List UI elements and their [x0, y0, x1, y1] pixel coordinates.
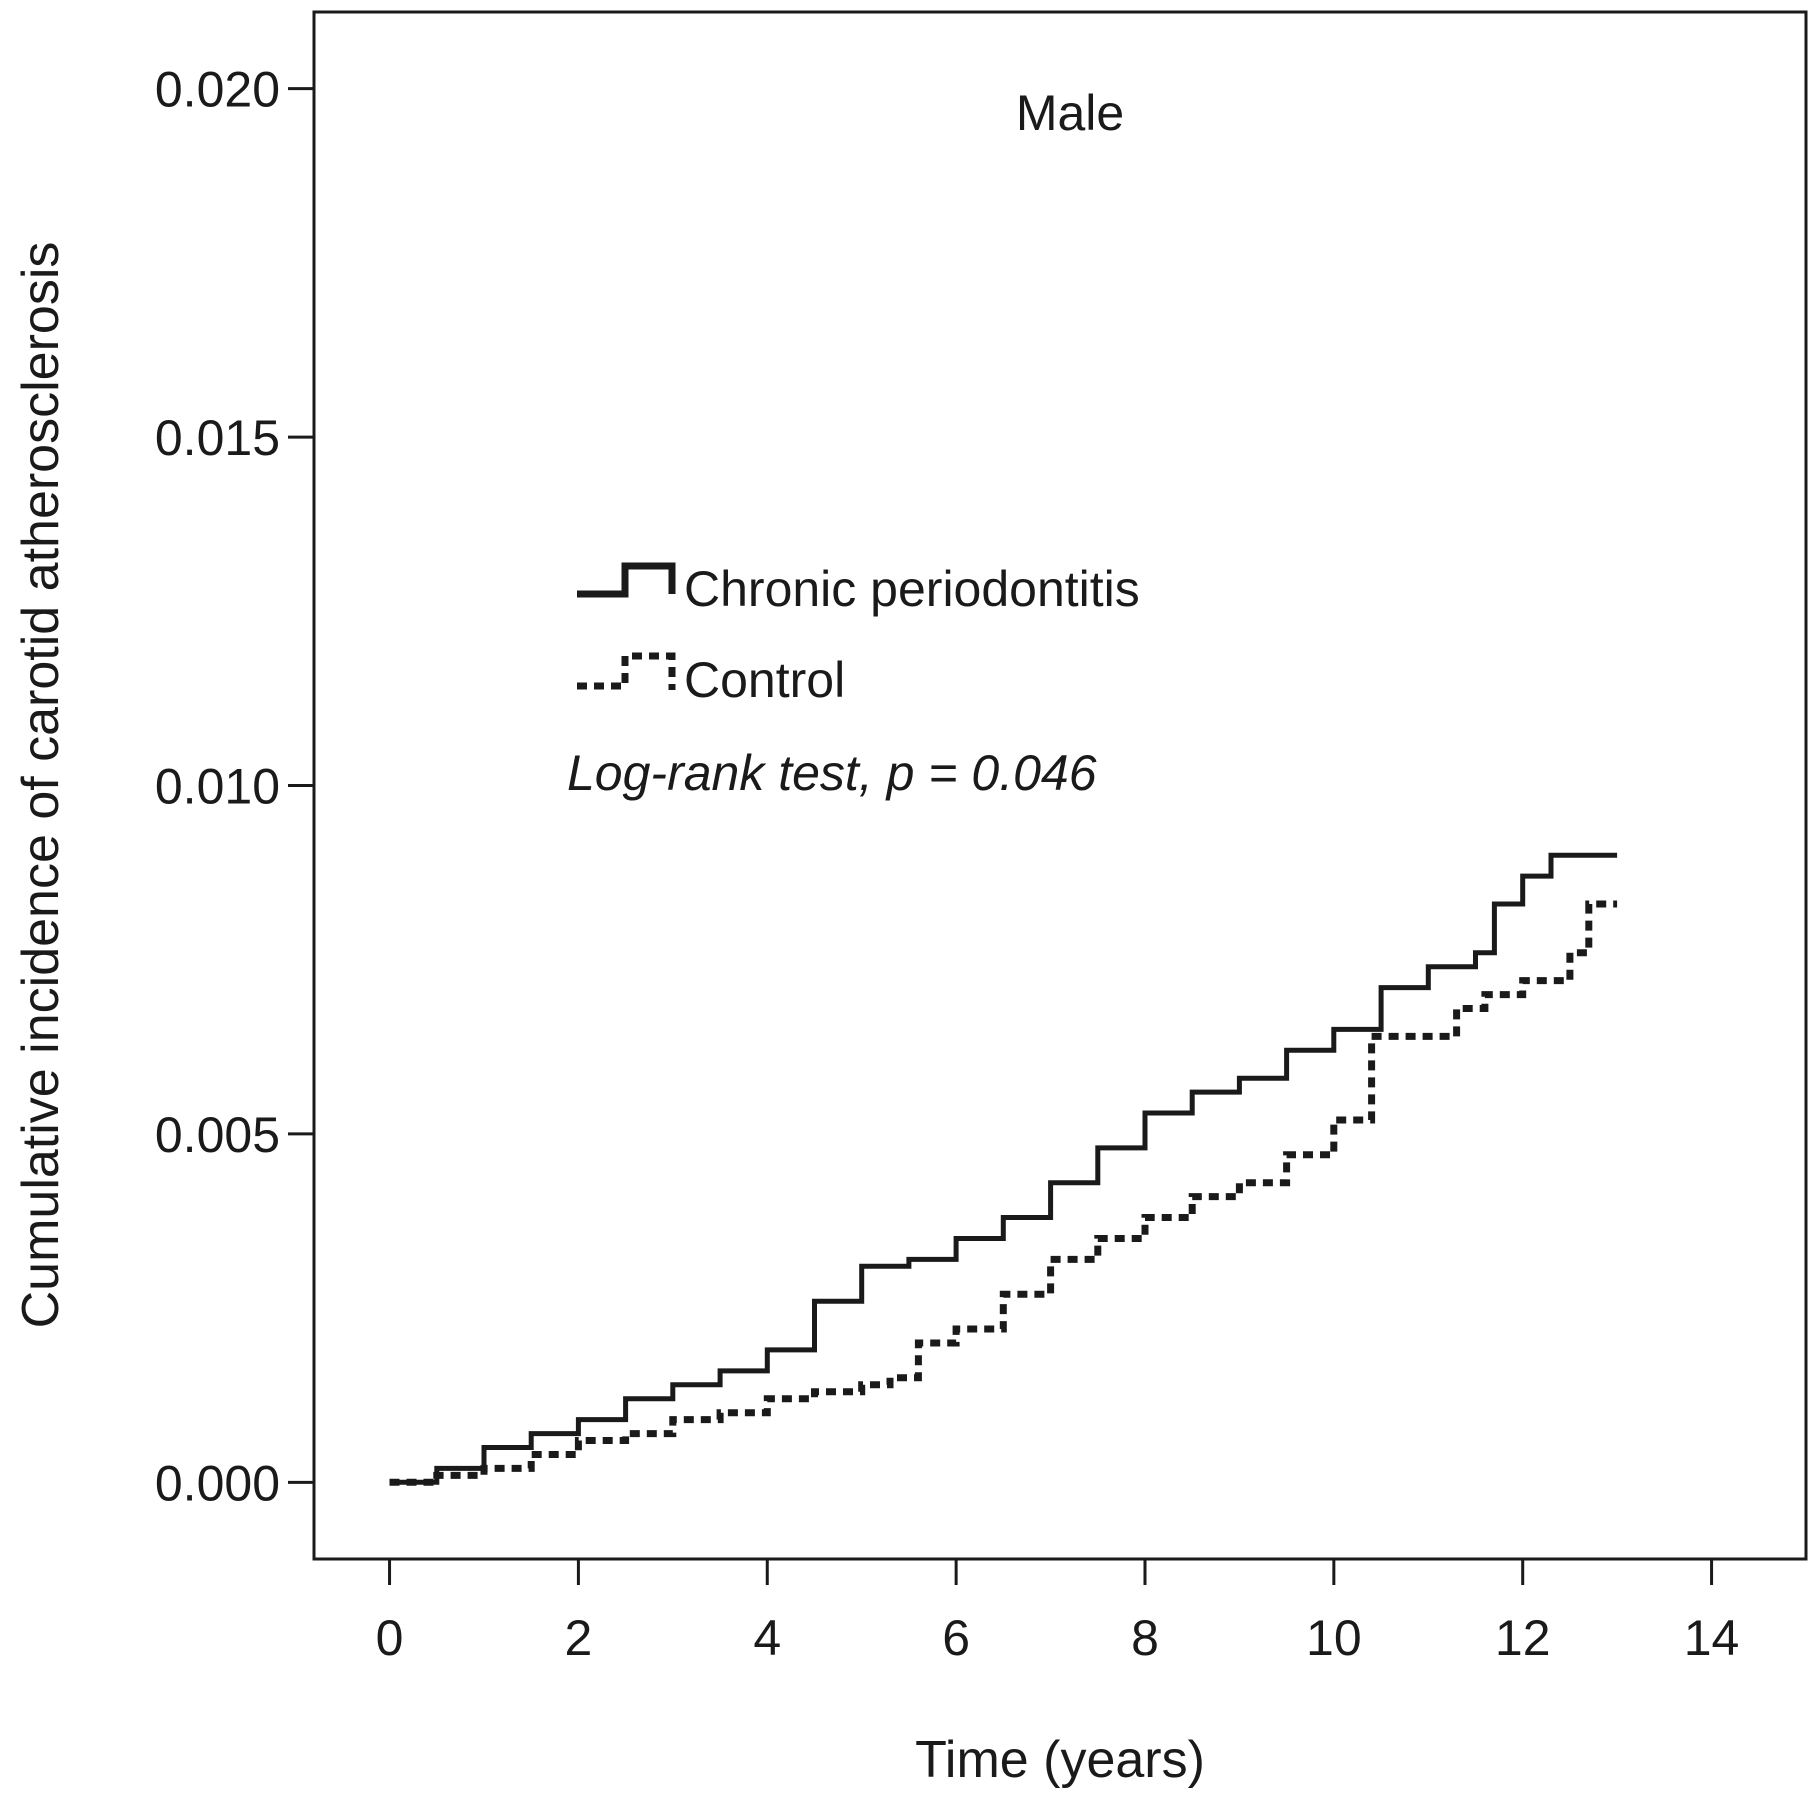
x-tick-label: 0 — [376, 1610, 404, 1666]
x-tick-label: 12 — [1495, 1610, 1551, 1666]
x-tick-label: 14 — [1684, 1610, 1740, 1666]
x-axis: 0 2 4 6 8 10 12 14 — [376, 1559, 1740, 1666]
x-tick-label: 10 — [1306, 1610, 1362, 1666]
y-tick-label: 0.020 — [155, 62, 280, 118]
y-tick-label: 0.000 — [155, 1455, 280, 1511]
legend-swatch-control — [577, 652, 676, 690]
y-tick-label: 0.005 — [155, 1107, 280, 1163]
series-lines — [389, 852, 1618, 1486]
panel-title: Male — [1016, 85, 1124, 141]
y-axis: 0.000 0.005 0.010 0.015 0.020 — [155, 62, 314, 1511]
legend-label-chronic-periodontitis: Chronic periodontitis — [684, 561, 1140, 617]
x-tick-label: 8 — [1131, 1610, 1159, 1666]
y-axis-title: Cumulative incidence of carotid atherosc… — [12, 242, 70, 1329]
y-tick-label: 0.015 — [155, 410, 280, 466]
log-rank-annotation: Log-rank test, p = 0.046 — [567, 745, 1097, 801]
series-line-chronic-periodontitis — [389, 852, 1618, 1485]
x-tick-label: 2 — [564, 1610, 592, 1666]
x-tick-label: 4 — [753, 1610, 781, 1666]
legend-label-control: Control — [684, 652, 845, 708]
x-tick-label: 6 — [942, 1610, 970, 1666]
legend: Chronic periodontitis Control — [577, 561, 1140, 708]
series-line-control — [389, 900, 1618, 1486]
legend-swatch-chronic-periodontitis — [577, 562, 676, 598]
x-axis-title: Time (years) — [915, 1731, 1205, 1789]
y-tick-label: 0.010 — [155, 759, 280, 815]
